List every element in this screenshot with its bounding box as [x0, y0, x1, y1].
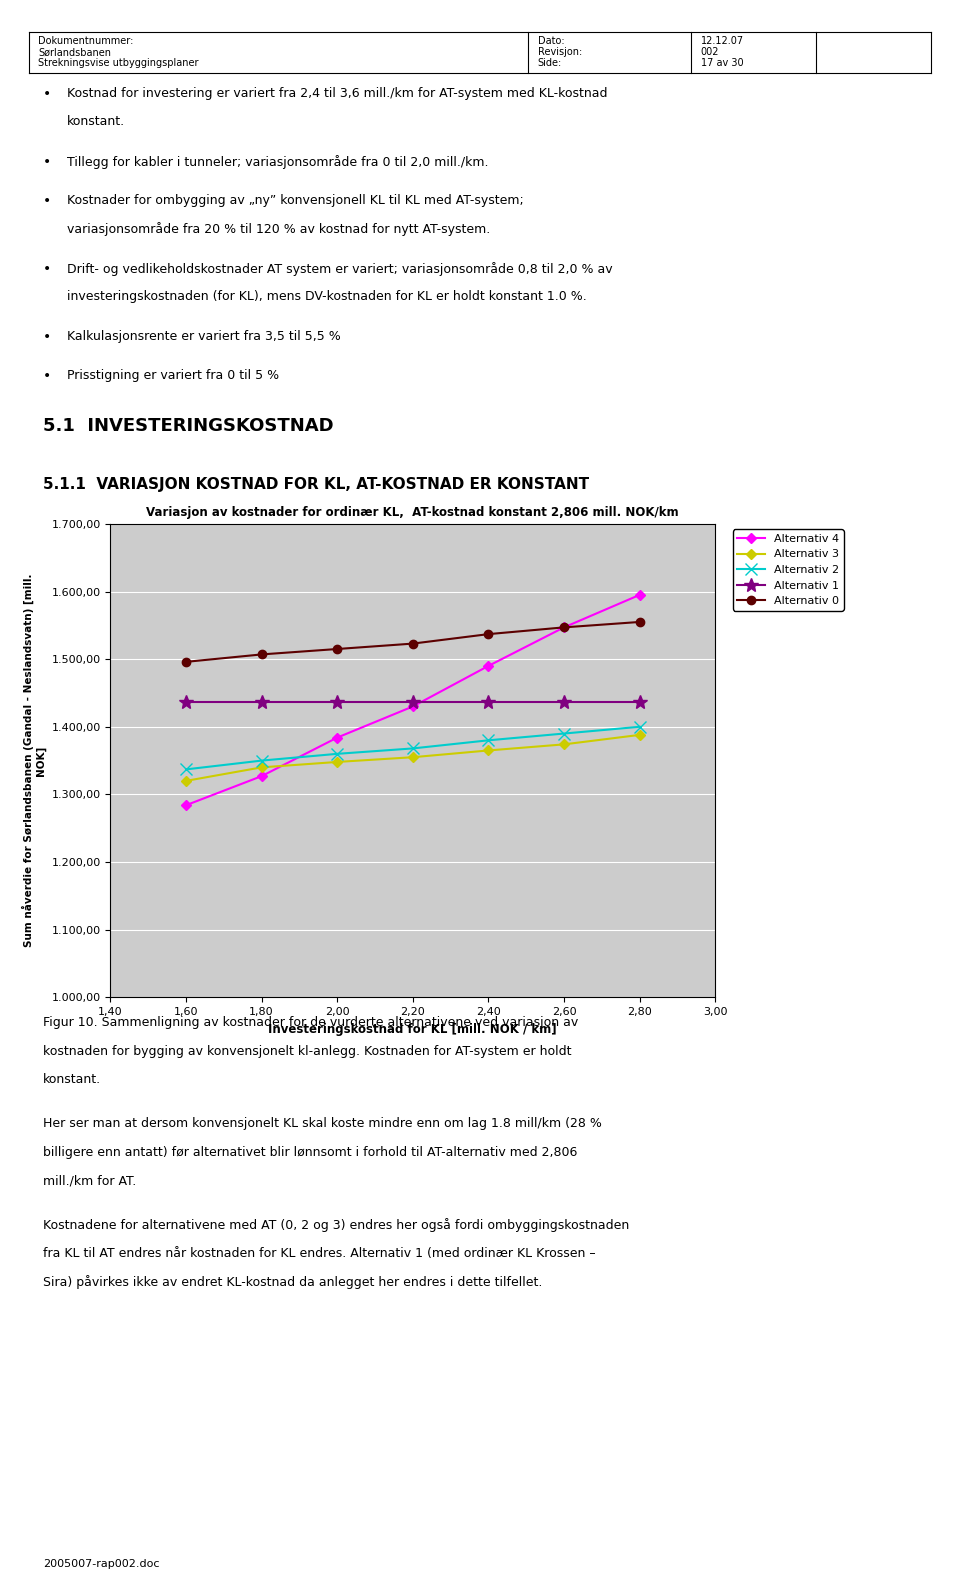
- Alternativ 0: [255, 645, 267, 664]
- Line: Alternativ 2: Alternativ 2: [180, 721, 645, 775]
- Alternativ 3: [407, 748, 419, 767]
- Alternativ 2: [559, 724, 570, 743]
- Alternativ 0: [180, 652, 192, 671]
- Alternativ 0: [331, 639, 343, 658]
- Alternativ 2: [180, 761, 192, 780]
- Alternativ 2: [634, 718, 645, 737]
- Alternativ 1: [407, 693, 419, 712]
- Text: Kalkulasjonsrente er variert fra 3,5 til 5,5 %: Kalkulasjonsrente er variert fra 3,5 til…: [67, 330, 341, 342]
- Alternativ 1: [331, 693, 343, 712]
- Alternativ 4: [559, 619, 570, 638]
- Text: Dokumentnummer:: Dokumentnummer:: [38, 36, 133, 46]
- Text: 002: 002: [701, 47, 719, 57]
- Text: •: •: [43, 330, 52, 344]
- Alternativ 4: [483, 656, 494, 675]
- Text: Drift- og vedlikeholdskostnader AT system er variert; variasjonsområde 0,8 til 2: Drift- og vedlikeholdskostnader AT syste…: [67, 262, 612, 276]
- Alternativ 1: [255, 693, 267, 712]
- Text: billigere enn antatt) før alternativet blir lønnsomt i forhold til AT-alternativ: billigere enn antatt) før alternativet b…: [43, 1146, 578, 1158]
- Text: 12.12.07: 12.12.07: [701, 36, 744, 46]
- Alternativ 4: [331, 727, 343, 746]
- Text: Dato:: Dato:: [538, 36, 564, 46]
- Text: •: •: [43, 194, 52, 208]
- Text: •: •: [43, 155, 52, 169]
- Alternativ 3: [634, 726, 645, 745]
- Alternativ 2: [331, 745, 343, 764]
- Text: Kostnad for investering er variert fra 2,4 til 3,6 mill./km for AT-system med KL: Kostnad for investering er variert fra 2…: [67, 87, 608, 99]
- Legend: Alternativ 4, Alternativ 3, Alternativ 2, Alternativ 1, Alternativ 0: Alternativ 4, Alternativ 3, Alternativ 2…: [732, 530, 844, 611]
- Line: Alternativ 4: Alternativ 4: [182, 592, 643, 808]
- Alternativ 2: [483, 731, 494, 750]
- Alternativ 1: [634, 693, 645, 712]
- Alternativ 0: [634, 612, 645, 631]
- Alternativ 3: [559, 735, 570, 754]
- Y-axis label: Sum nåverdie for Sørlandsbanen (Gandal - Neslandsvatn) [mill.
NOK]: Sum nåverdie for Sørlandsbanen (Gandal -…: [22, 574, 46, 947]
- Alternativ 1: [483, 693, 494, 712]
- Text: kostnaden for bygging av konvensjonelt kl-anlegg. Kostnaden for AT-system er hol: kostnaden for bygging av konvensjonelt k…: [43, 1045, 572, 1057]
- Text: investeringskostnaden (for KL), mens DV-kostnaden for KL er holdt konstant 1.0 %: investeringskostnaden (for KL), mens DV-…: [67, 290, 587, 303]
- Alternativ 4: [634, 585, 645, 604]
- Alternativ 2: [255, 751, 267, 770]
- Text: Kostnadene for alternativene med AT (0, 2 og 3) endres her også fordi ombyggings: Kostnadene for alternativene med AT (0, …: [43, 1218, 630, 1232]
- Alternativ 4: [407, 697, 419, 716]
- Text: Figur 10. Sammenligning av kostnader for de vurderte alternativene ved variasjon: Figur 10. Sammenligning av kostnader for…: [43, 1016, 579, 1029]
- Text: •: •: [43, 87, 52, 101]
- Alternativ 1: [180, 693, 192, 712]
- Alternativ 3: [483, 742, 494, 761]
- Line: Alternativ 0: Alternativ 0: [181, 619, 644, 666]
- Text: 5.1  INVESTERINGSKOSTNAD: 5.1 INVESTERINGSKOSTNAD: [43, 417, 334, 434]
- Text: variasjonsområde fra 20 % til 120 % av kostnad for nytt AT-system.: variasjonsområde fra 20 % til 120 % av k…: [67, 222, 491, 237]
- Alternativ 3: [255, 757, 267, 776]
- Alternativ 3: [180, 772, 192, 791]
- Text: 2005007-rap002.doc: 2005007-rap002.doc: [43, 1559, 159, 1569]
- Text: Her ser man at dersom konvensjonelt KL skal koste mindre enn om lag 1.8 mill/km : Her ser man at dersom konvensjonelt KL s…: [43, 1117, 602, 1130]
- Text: Revisjon:: Revisjon:: [538, 47, 582, 57]
- Alternativ 3: [331, 753, 343, 772]
- Text: mill./km for AT.: mill./km for AT.: [43, 1174, 136, 1187]
- Alternativ 4: [255, 767, 267, 786]
- Alternativ 4: [180, 795, 192, 814]
- Line: Alternativ 3: Alternativ 3: [182, 732, 643, 784]
- Text: Strekningsvise utbyggingsplaner: Strekningsvise utbyggingsplaner: [38, 58, 199, 68]
- Text: Sira) påvirkes ikke av endret KL-kostnad da anlegget her endres i dette tilfelle: Sira) påvirkes ikke av endret KL-kostnad…: [43, 1275, 542, 1289]
- Text: 17 av 30: 17 av 30: [701, 58, 743, 68]
- Line: Alternativ 1: Alternativ 1: [180, 694, 646, 709]
- Text: Sørlandsbanen: Sørlandsbanen: [38, 47, 111, 57]
- Alternativ 0: [559, 619, 570, 638]
- Title: Variasjon av kostnader for ordinær KL,  AT-kostnad konstant 2,806 mill. NOK/km: Variasjon av kostnader for ordinær KL, A…: [147, 505, 679, 519]
- Alternativ 1: [559, 693, 570, 712]
- Alternativ 0: [407, 634, 419, 653]
- Text: Tillegg for kabler i tunneler; variasjonsområde fra 0 til 2,0 mill./km.: Tillegg for kabler i tunneler; variasjon…: [67, 155, 489, 169]
- Alternativ 2: [407, 739, 419, 757]
- Text: •: •: [43, 369, 52, 383]
- Text: Kostnader for ombygging av „ny” konvensjonell KL til KL med AT-system;: Kostnader for ombygging av „ny” konvensj…: [67, 194, 524, 207]
- Text: konstant.: konstant.: [43, 1073, 102, 1086]
- Text: fra KL til AT endres når kostnaden for KL endres. Alternativ 1 (med ordinær KL K: fra KL til AT endres når kostnaden for K…: [43, 1247, 596, 1259]
- Text: 5.1.1  VARIASJON KOSTNAD FOR KL, AT-KOSTNAD ER KONSTANT: 5.1.1 VARIASJON KOSTNAD FOR KL, AT-KOSTN…: [43, 477, 589, 492]
- Alternativ 0: [483, 625, 494, 644]
- Text: konstant.: konstant.: [67, 115, 126, 128]
- Text: Prisstigning er variert fra 0 til 5 %: Prisstigning er variert fra 0 til 5 %: [67, 369, 279, 382]
- Text: •: •: [43, 262, 52, 276]
- X-axis label: Investeringskostnad for KL [mill. NOK / km]: Investeringskostnad for KL [mill. NOK / …: [269, 1023, 557, 1035]
- Text: Side:: Side:: [538, 58, 562, 68]
